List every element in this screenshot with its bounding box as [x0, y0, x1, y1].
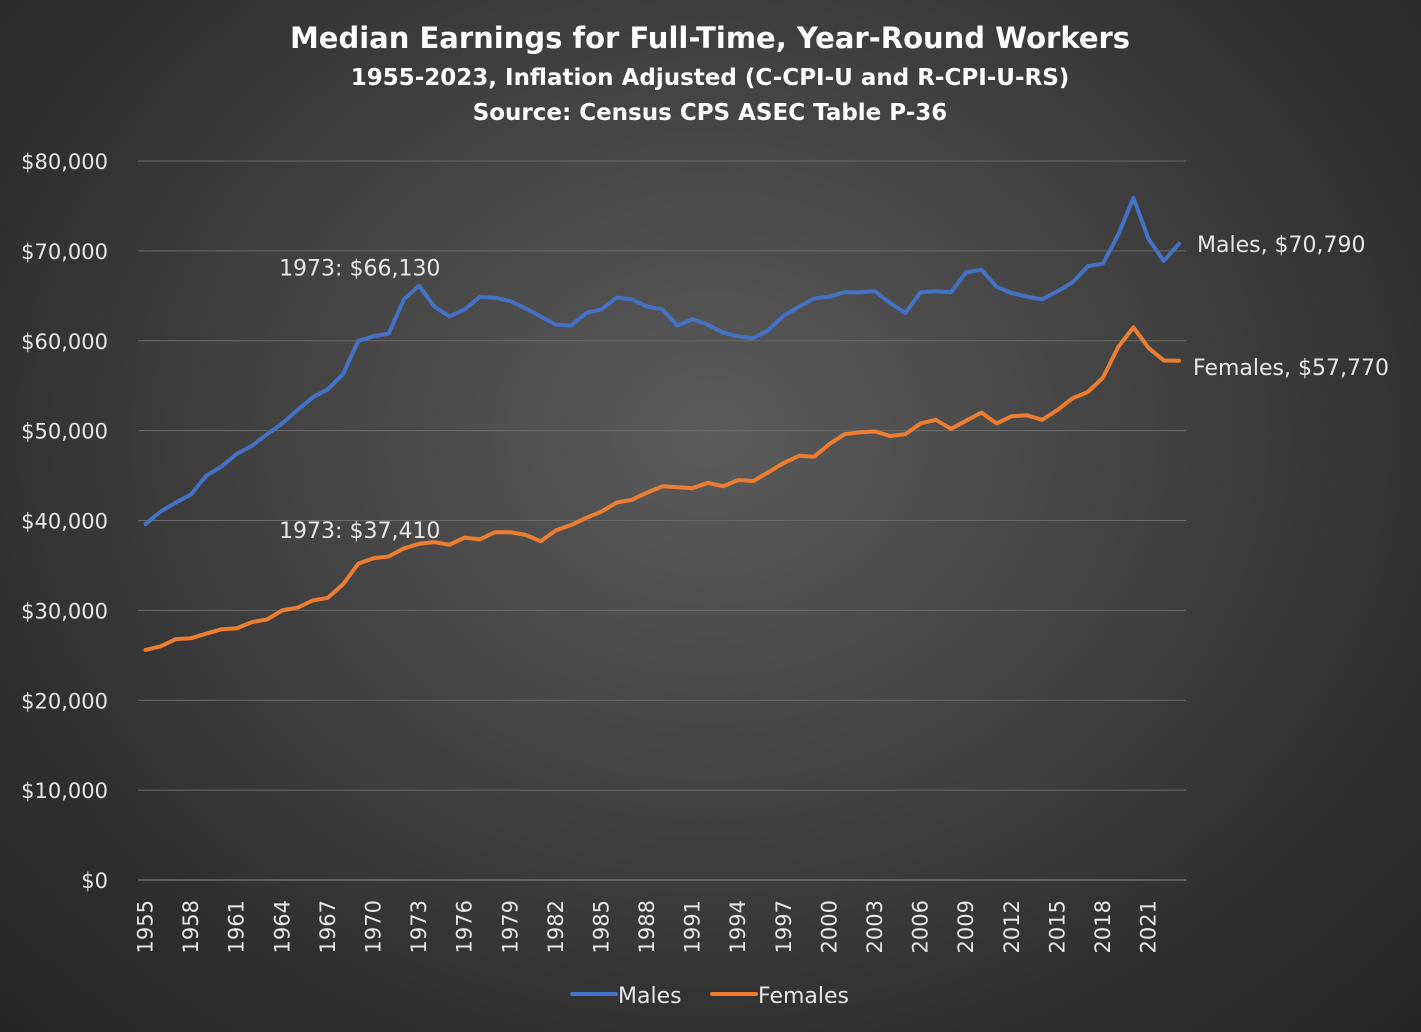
annotation-label: 1973: $66,130: [279, 257, 440, 282]
x-tick-label: 1985: [589, 900, 613, 953]
x-tick-label: 1973: [407, 900, 431, 953]
gridlines: [138, 160, 1186, 881]
chart-subtitle: 1955-2023, Inflation Adjusted (C-CPI-U a…: [351, 65, 1070, 91]
legend: Males Females: [570, 984, 849, 1009]
x-tick-label: 1982: [544, 900, 568, 953]
x-tick-label: 1967: [316, 900, 340, 953]
x-tick-label: 1991: [681, 900, 705, 953]
x-tick-label: 1958: [179, 900, 203, 953]
legend-label-males: Males: [618, 984, 682, 1009]
x-tick-label: 1970: [361, 900, 385, 953]
y-tick-label: $50,000: [21, 420, 108, 444]
x-tick-label: 1997: [772, 900, 796, 953]
series-line-males: [143, 195, 1181, 527]
x-tick-label: 2006: [909, 900, 933, 953]
chart-title: Median Earnings for Full-Time, Year-Roun…: [290, 21, 1130, 55]
series-lines: [143, 195, 1181, 652]
annotation-label: 1973: $37,410: [279, 519, 440, 544]
x-tick-label: 2012: [1000, 900, 1024, 953]
x-tick-label: 1979: [498, 900, 522, 953]
y-tick-label: $40,000: [21, 510, 108, 534]
y-axis: $0 $10,000 $20,000 $30,000 $40,000 $50,000 $60…: [21, 150, 108, 893]
y-tick-label: $10,000: [21, 779, 108, 803]
annotation-label: Males, $70,790: [1197, 233, 1366, 258]
x-tick-label: 2018: [1091, 900, 1115, 953]
x-tick-label: 1988: [635, 900, 659, 953]
y-tick-label: $20,000: [21, 689, 108, 713]
x-tick-label: 1955: [134, 900, 158, 953]
chart-source: Source: Census CPS ASEC Table P-36: [473, 100, 948, 126]
x-tick-label: 2015: [1045, 900, 1069, 953]
annotations: 1973: $66,130 1973: $37,410 Males, $70,790…: [279, 233, 1389, 544]
x-tick-label: 1994: [726, 900, 750, 953]
annotation-label: Females, $57,770: [1193, 356, 1389, 381]
y-tick-label: $70,000: [21, 240, 108, 264]
x-tick-label: 2009: [954, 900, 978, 953]
x-tick-label: 2021: [1137, 900, 1161, 953]
series-line-females: [143, 325, 1181, 652]
y-tick-label: $80,000: [21, 150, 108, 174]
x-axis: 1955 1958 1961 1964 1967 1970 1973 1976 1979 1982…: [134, 900, 1161, 953]
x-tick-label: 1961: [225, 900, 249, 953]
x-tick-label: 1976: [453, 900, 477, 953]
x-tick-label: 2000: [817, 900, 841, 953]
y-tick-label: $30,000: [21, 599, 108, 623]
legend-label-females: Females: [758, 984, 849, 1009]
y-tick-label: $0: [81, 869, 108, 893]
y-tick-label: $60,000: [21, 330, 108, 354]
x-tick-label: 2003: [863, 900, 887, 953]
x-tick-label: 1964: [270, 900, 294, 953]
